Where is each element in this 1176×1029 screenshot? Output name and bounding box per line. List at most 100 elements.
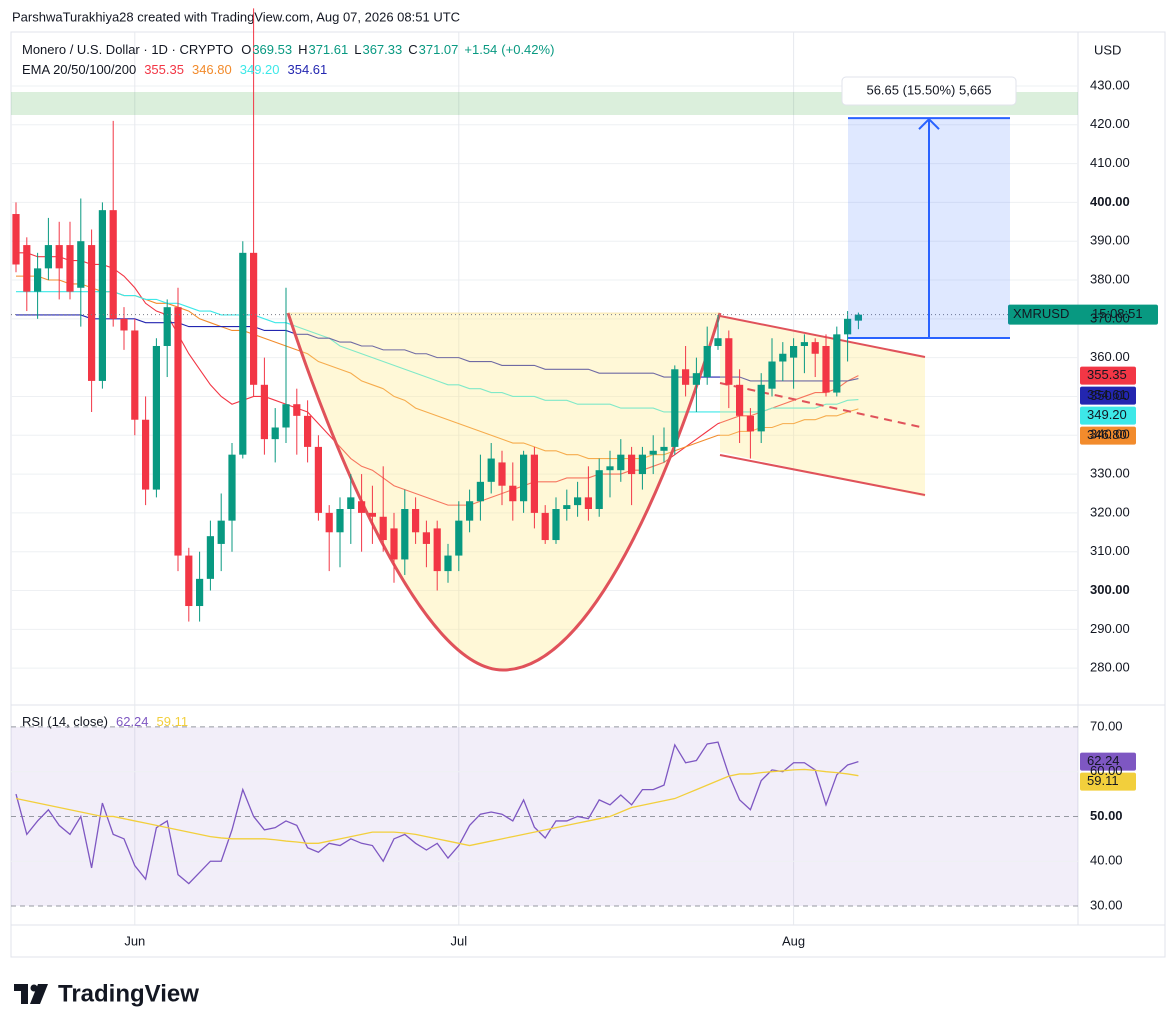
chart-frame (10, 31, 1166, 958)
y-tick-label: 50.00 (1090, 808, 1123, 823)
y-tick-label: 290.00 (1090, 621, 1130, 636)
candle-body (433, 528, 441, 572)
ohlc-label: C (408, 42, 417, 57)
candle-body (336, 508, 344, 533)
candle-body (746, 415, 754, 432)
indicator-value: 346.80 (192, 62, 232, 77)
candle-body (23, 245, 31, 292)
candle-body (692, 373, 700, 385)
candle-body (833, 334, 841, 393)
candle-body (98, 210, 106, 381)
candle-body (185, 555, 193, 607)
candle-body (293, 404, 301, 416)
grid (11, 32, 1078, 925)
axis-badge (1080, 752, 1136, 771)
candle-body (12, 214, 20, 265)
candle-body (530, 454, 538, 513)
candle-body (131, 330, 139, 420)
ohlc-value: 369.53 (252, 42, 292, 57)
candle-body (174, 307, 182, 556)
candle-body (487, 458, 495, 482)
y-tick-label: 390.00 (1090, 233, 1130, 248)
candle-body (142, 419, 150, 490)
indicator-line (16, 275, 859, 460)
indicator-title: EMA 20/50/100/200 (22, 62, 136, 77)
candle-body (682, 369, 690, 385)
ohlc-label: L (354, 42, 361, 57)
candle-body (790, 345, 798, 358)
candle-body (228, 454, 236, 521)
candle-body (509, 485, 517, 502)
candle-body (800, 342, 808, 346)
candle-body (811, 342, 819, 354)
candle-body (455, 520, 463, 556)
candle-body (217, 520, 225, 544)
axis-badge (1080, 406, 1136, 425)
measure-label-box (841, 76, 1017, 106)
candle-body (206, 536, 214, 579)
candle-body (379, 516, 387, 541)
y-tick-label: 370.00 (1090, 310, 1130, 325)
candle-body (88, 245, 96, 381)
candle-body (606, 466, 614, 471)
axis-badge-text: 349.20 (1087, 407, 1127, 422)
candle-body (444, 555, 452, 572)
overlay: XMRUSD 15:08:51 56.65 (15.50%) 5,665 355.35… (11, 76, 1158, 791)
y-tick-label: 70.00 (1090, 718, 1123, 733)
candle-body (638, 454, 646, 475)
y-tick-label: 410.00 (1090, 155, 1130, 170)
candle-body (854, 314, 862, 321)
indicator-line (15, 741, 859, 885)
candle-body (768, 361, 776, 389)
attribution: ParshwaTurakhiya28 created with TradingV… (12, 9, 460, 24)
axis-badge-text: 346.80 (1087, 427, 1127, 442)
candle-body (77, 241, 85, 288)
legend-rsi: RSI (14, close) 62.24 59.11 (22, 714, 188, 729)
change-pct: (+0.42%) (501, 42, 554, 57)
cup-fill (288, 313, 720, 670)
candle-body (844, 318, 852, 335)
candle-body (239, 252, 247, 455)
axis-label: USD (1094, 42, 1121, 57)
candle-body (325, 512, 333, 533)
logo-part (30, 984, 48, 1004)
candle-body (120, 318, 128, 331)
candle-body (725, 338, 733, 385)
candle-body (660, 446, 668, 451)
axis-badge (1080, 386, 1136, 405)
handle-upper (719, 315, 926, 358)
ohlc-label: O (241, 42, 251, 57)
candle-body (314, 446, 322, 513)
candle-body (779, 353, 787, 362)
candle-body (390, 528, 398, 560)
candle-body (552, 508, 560, 541)
axis-badge (1080, 366, 1136, 385)
y-tick-label: 420.00 (1090, 116, 1130, 131)
handle-lower (719, 454, 926, 496)
y-tick-label: 30.00 (1090, 897, 1123, 912)
axis-badge-text: 355.35 (1087, 367, 1127, 382)
symbol-badge-text: XMRUSD (1013, 306, 1069, 321)
indicator-value: 349.20 (240, 62, 280, 77)
rsi-value: 62.24 (116, 714, 149, 729)
y-tick-label: 340.00 (1090, 427, 1130, 442)
candle-body (412, 508, 420, 533)
ohlc-value: 371.61 (308, 42, 348, 57)
ohlc-label: H (298, 42, 307, 57)
candle-body (304, 415, 312, 447)
ohlc-value: 371.07 (419, 42, 459, 57)
legend-main: Monero / U.S. Dollar · 1D · CRYPTO O369.5… (22, 42, 554, 57)
candle-body (703, 345, 711, 378)
candle-body (368, 512, 376, 517)
handle-mid (719, 382, 926, 429)
y-tick-label: 320.00 (1090, 504, 1130, 519)
candle-body (671, 369, 679, 447)
candle-body (401, 508, 409, 560)
symbol-title: Monero / U.S. Dollar · 1D · CRYPTO (22, 42, 233, 57)
candle-body (584, 497, 592, 509)
candle-body (563, 505, 571, 509)
legend-indicator: EMA 20/50/100/200 355.35 346.80 349.20 354.6… (22, 62, 327, 77)
change: +1.54 (464, 42, 497, 57)
x-tick-label: Jul (450, 933, 467, 948)
